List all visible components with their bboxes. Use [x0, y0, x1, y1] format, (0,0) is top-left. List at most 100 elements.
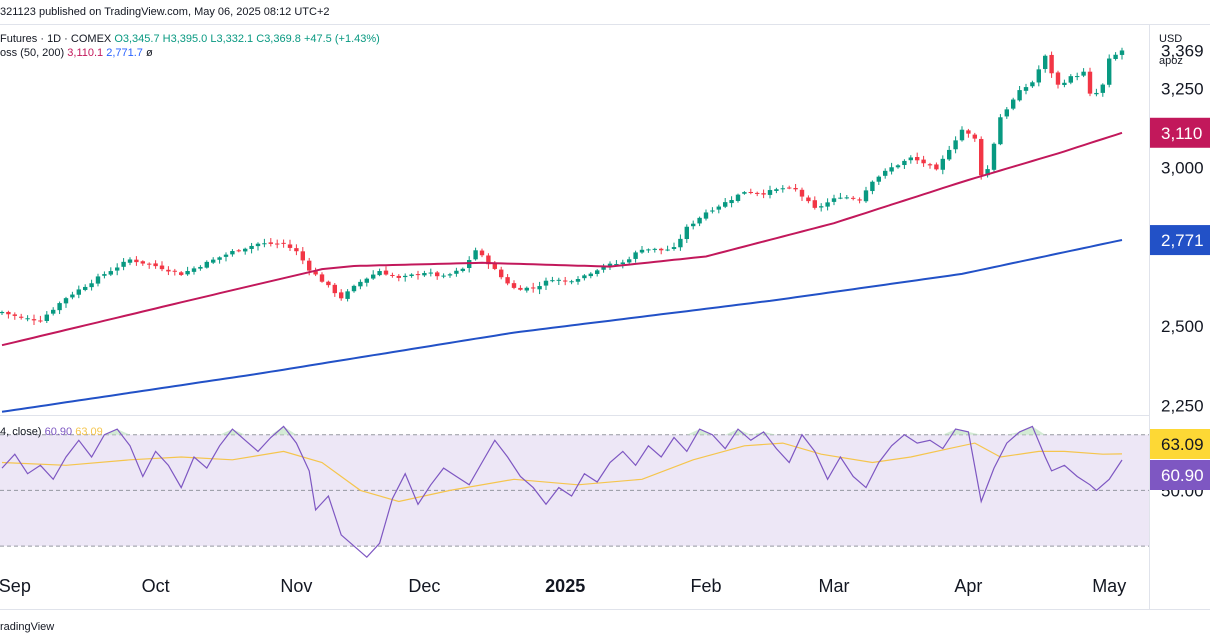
candle-body: [454, 270, 459, 274]
candle-body: [83, 286, 88, 290]
candle-body: [319, 274, 325, 282]
rsi-overbought-fill: [968, 431, 982, 435]
candle-body: [166, 269, 171, 272]
candle-body: [646, 249, 651, 251]
rsi-tag: [1150, 460, 1210, 490]
candle-body: [819, 206, 824, 208]
candle-body: [729, 200, 734, 204]
low-value: L3,332.1: [210, 33, 254, 45]
unit-label[interactable]: apoz: [1159, 55, 1183, 67]
candle-body: [569, 281, 574, 283]
candle-body: [19, 316, 24, 318]
ma200-price-tag: [1150, 225, 1210, 256]
ma-suffix: ø: [145, 47, 153, 59]
candle-body: [332, 284, 337, 294]
rsi-overbought-fill: [270, 426, 284, 435]
candle-body: [761, 193, 766, 195]
candle-body: [582, 275, 587, 279]
candle-body: [742, 192, 747, 194]
currency-label[interactable]: USD: [1159, 33, 1183, 45]
candle-body: [179, 272, 184, 275]
candle-body: [140, 261, 145, 264]
candle-body: [1055, 72, 1061, 85]
candle-body: [627, 259, 632, 263]
price-axis-label: 3,250: [1161, 79, 1204, 98]
rsi_ma-tag: [1150, 429, 1210, 459]
candle-body: [1075, 76, 1080, 78]
rsi-legend: 4, close) 60.90 63.09: [0, 426, 103, 438]
price-axis-label: 2,500: [1161, 317, 1204, 336]
candle-body: [172, 270, 177, 272]
candle-body: [294, 248, 299, 252]
candle-body: [1087, 71, 1093, 94]
candle-body: [281, 242, 286, 244]
candle-body: [1068, 76, 1073, 83]
candle-body: [806, 197, 811, 202]
candle-body: [601, 266, 606, 270]
candle-body: [985, 169, 990, 176]
candle-body: [665, 249, 670, 251]
candle-body: [102, 274, 107, 276]
ohlc-legend: Futures · 1D · COMEX O3,345.7 H3,395.0 L…: [0, 33, 380, 45]
rsi-overbought-fill: [283, 426, 297, 435]
candle-body: [51, 309, 56, 314]
open-value: O3,345.7: [114, 33, 160, 45]
candle-body: [473, 250, 478, 260]
candle-body: [422, 273, 427, 276]
candle-body: [1113, 54, 1118, 59]
candle-body: [447, 274, 453, 276]
candle-body: [326, 281, 331, 286]
candle-body: [1023, 87, 1029, 91]
candle-body: [857, 199, 862, 201]
close-value: C3,369.8: [256, 33, 301, 45]
rsi-overbought-fill: [686, 429, 700, 435]
candle-body: [1036, 69, 1041, 83]
candle-body: [1043, 55, 1048, 69]
time-axis-label: Sep: [0, 576, 31, 596]
ma200-price-tag-label: 2,771: [1161, 231, 1204, 250]
candle-body: [787, 187, 792, 189]
candle-body: [998, 117, 1003, 145]
candle-body: [390, 274, 395, 276]
candle-body: [57, 303, 62, 311]
candle-body: [793, 187, 798, 190]
candle-body: [1030, 82, 1035, 87]
candle-body: [588, 273, 593, 277]
rsi-ma-value: 63.09: [75, 426, 103, 438]
candle-body: [486, 255, 491, 265]
candle-body: [415, 274, 421, 276]
candle-body: [441, 275, 446, 277]
rsi-overbought-fill: [763, 431, 777, 435]
rsi-overbought-fill: [955, 429, 969, 435]
ma50-price-tag-label: 3,110: [1161, 124, 1202, 143]
symbol-label: Futures · 1D · COMEX: [0, 33, 112, 45]
rsi-label: 4, close): [0, 426, 42, 438]
price-axis-divider: [1149, 25, 1150, 610]
candle-body: [89, 283, 94, 288]
time-axis-divider: [0, 609, 1210, 610]
rsi-overbought-fill: [738, 429, 751, 435]
candle-body: [659, 248, 664, 251]
candle-body: [505, 277, 510, 284]
candle-body: [518, 287, 523, 290]
candle-body: [972, 134, 977, 139]
candle-body: [908, 157, 913, 161]
candle-body: [991, 143, 997, 170]
candle-body: [851, 197, 856, 199]
candle-body: [12, 314, 17, 316]
candle-body: [799, 189, 805, 197]
candle-body: [563, 280, 568, 282]
rsi-overbought-fill: [1019, 426, 1033, 435]
candle-body: [780, 188, 785, 190]
time-axis-label: Feb: [690, 576, 721, 596]
candle-body: [63, 298, 69, 304]
candle-body: [236, 250, 241, 252]
candle-body: [652, 248, 657, 250]
candle-body: [185, 271, 190, 275]
candle-body: [460, 268, 465, 271]
candle-body: [691, 223, 696, 227]
ma50-price-tag: [1150, 117, 1210, 148]
ma200-line: [1, 239, 1123, 413]
candle-body: [127, 259, 133, 263]
